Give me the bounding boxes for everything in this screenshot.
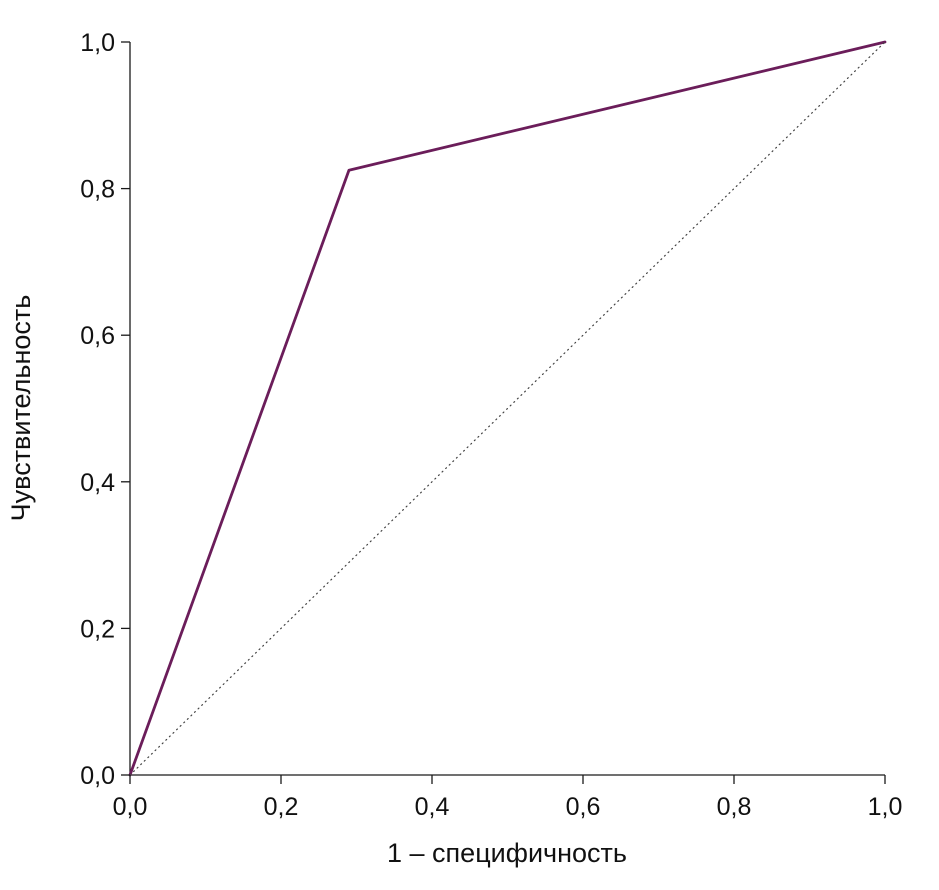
- y-tick-label: 0,2: [80, 615, 115, 643]
- series-layer: [128, 40, 887, 777]
- reference-diagonal: [129, 41, 886, 776]
- axes-layer: [129, 42, 885, 776]
- y-tick-label: 0,8: [80, 176, 115, 204]
- ticks-layer: 0,0 0,2 0,4 0,6 0,8 1,0 0,0 0,2 0,4 0,6 0,8 1,0: [80, 29, 902, 821]
- roc-curve: [128, 40, 887, 777]
- x-tick-label: 0,0: [113, 793, 148, 821]
- x-tick-label: 0,4: [415, 793, 450, 821]
- y-axis-title: Чувствительность: [6, 295, 36, 522]
- y-tick-label: 0,6: [80, 322, 115, 350]
- y-tick-label: 0,4: [80, 469, 115, 497]
- y-tick-label: 0,0: [80, 762, 115, 790]
- x-tick-label: 0,2: [264, 793, 299, 821]
- x-tick-label: 0,8: [717, 793, 752, 821]
- x-tick-label: 1,0: [868, 793, 903, 821]
- x-axis-title: 1 – специфичность: [387, 838, 627, 868]
- x-tick-label: 0,6: [566, 793, 601, 821]
- y-tick-label: 1,0: [80, 29, 115, 57]
